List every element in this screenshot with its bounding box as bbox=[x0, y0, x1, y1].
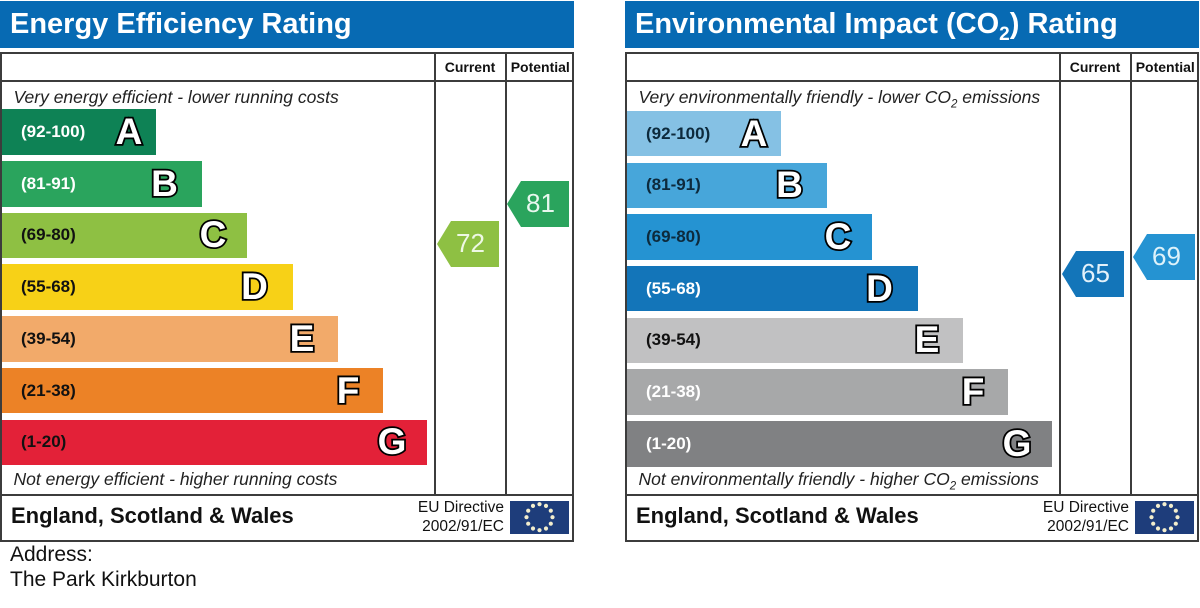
svg-text:69: 69 bbox=[1152, 241, 1181, 271]
svg-text:65: 65 bbox=[1081, 258, 1110, 288]
svg-text:81: 81 bbox=[526, 188, 555, 218]
svg-text:72: 72 bbox=[456, 228, 485, 258]
